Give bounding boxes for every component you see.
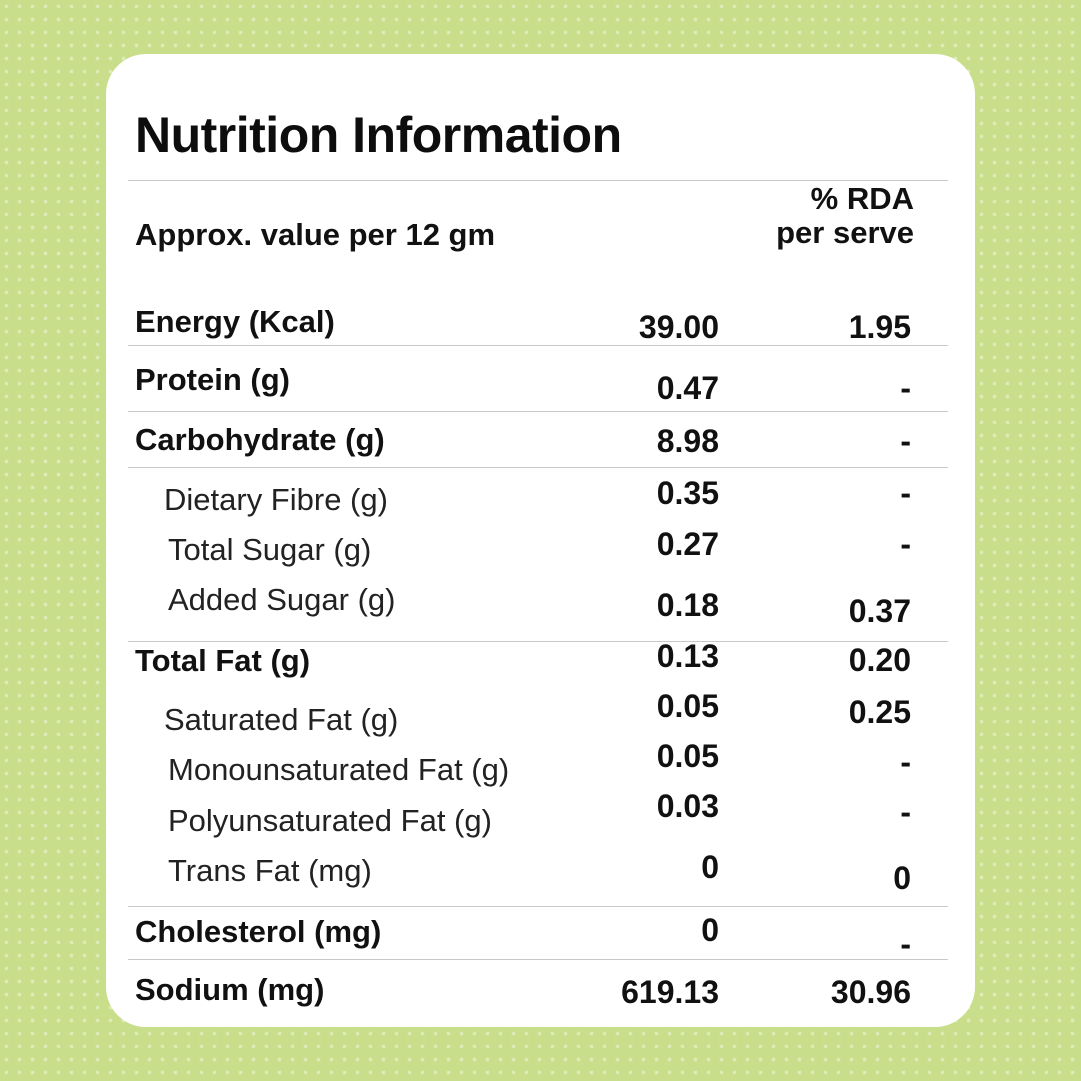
row-polyunsaturated-fat-value: 0.03 (656, 788, 719, 824)
serving-size-label: Approx. value per 12 gm (135, 217, 496, 252)
row-carbohydrate-value: 8.98 (656, 423, 719, 459)
row-added-sugar-rda: 0.37 (848, 593, 911, 629)
row-trans-fat-label: Trans Fat (mg) (168, 853, 372, 888)
row-monounsaturated-fat-value: 0.05 (656, 738, 719, 774)
row-divider (128, 959, 948, 960)
row-total-fat-rda: 0.20 (848, 642, 911, 678)
row-saturated-fat-label: Saturated Fat (g) (164, 702, 399, 737)
row-divider (128, 641, 948, 642)
row-protein-rda: - (900, 370, 911, 406)
row-monounsaturated-fat-label: Monounsaturated Fat (g) (168, 752, 510, 787)
row-sodium-value: 619.13 (621, 974, 719, 1010)
row-divider (128, 906, 948, 907)
row-energy-rda: 1.95 (848, 309, 911, 345)
row-dietary-fibre-label: Dietary Fibre (g) (164, 482, 388, 517)
row-total-sugar-label: Total Sugar (g) (168, 532, 372, 567)
row-total-fat-value: 0.13 (656, 638, 719, 674)
rda-header-line1: % RDA (810, 181, 914, 216)
row-polyunsaturated-fat-rda: - (900, 794, 911, 830)
row-dietary-fibre-rda: - (900, 475, 911, 511)
row-protein-value: 0.47 (656, 370, 719, 406)
page-title: Nutrition Information (135, 107, 622, 163)
row-carbohydrate-label: Carbohydrate (g) (135, 422, 385, 457)
row-added-sugar-value: 0.18 (656, 587, 719, 623)
rda-header-line2: per serve (776, 215, 914, 250)
row-polyunsaturated-fat-label: Polyunsaturated Fat (g) (168, 803, 492, 838)
row-divider (128, 411, 948, 412)
rda-header: % RDA per serve (776, 182, 914, 250)
row-trans-fat-value: 0 (701, 849, 719, 885)
row-cholesterol-value: 0 (701, 912, 719, 948)
title-divider (128, 180, 948, 181)
row-dietary-fibre-value: 0.35 (656, 475, 719, 511)
row-cholesterol-rda: - (900, 926, 911, 962)
row-sodium-rda: 30.96 (830, 974, 911, 1010)
row-added-sugar-label: Added Sugar (g) (168, 582, 396, 617)
row-sodium-label: Sodium (mg) (135, 972, 325, 1007)
nutrition-card: Nutrition Information Approx. value per … (106, 54, 975, 1027)
row-total-sugar-rda: - (900, 526, 911, 562)
row-saturated-fat-value: 0.05 (656, 688, 719, 724)
row-total-fat-label: Total Fat (g) (135, 643, 311, 678)
row-saturated-fat-rda: 0.25 (848, 694, 911, 730)
row-protein-label: Protein (g) (135, 362, 290, 397)
row-cholesterol-label: Cholesterol (mg) (135, 914, 382, 949)
row-trans-fat-rda: 0 (893, 860, 911, 896)
row-energy-value: 39.00 (638, 309, 719, 345)
row-divider (128, 345, 948, 346)
row-divider (128, 467, 948, 468)
row-monounsaturated-fat-rda: - (900, 744, 911, 780)
row-carbohydrate-rda: - (900, 423, 911, 459)
row-energy-label: Energy (Kcal) (135, 304, 335, 339)
row-total-sugar-value: 0.27 (656, 526, 719, 562)
